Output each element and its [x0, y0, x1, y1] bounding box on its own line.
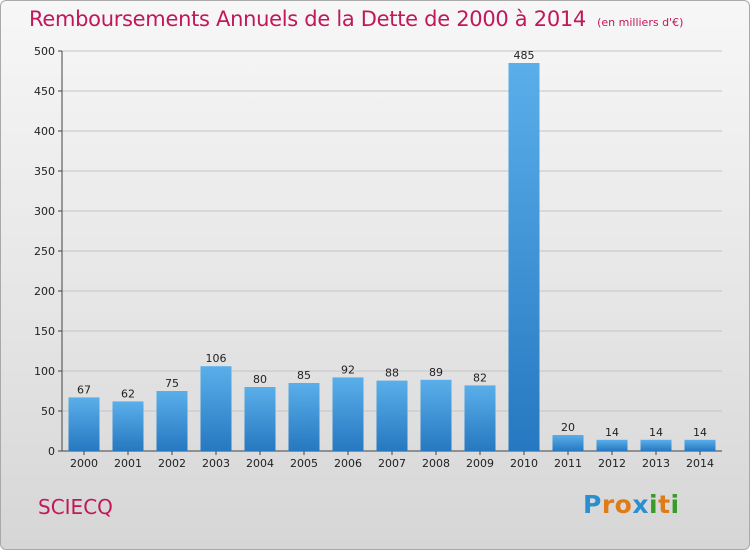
x-tick-label: 2008 — [422, 457, 450, 470]
x-tick-label: 2006 — [334, 457, 362, 470]
commune-name: SCIECQ — [38, 495, 113, 519]
bar-value-label: 89 — [429, 366, 443, 379]
bar — [332, 377, 364, 451]
x-tick-label: 2010 — [510, 457, 538, 470]
chart-title-text: Remboursements Annuels de la Dette de 20… — [29, 7, 586, 31]
bar — [68, 397, 100, 451]
bar — [508, 63, 540, 451]
y-tick-label: 350 — [34, 165, 55, 178]
x-tick-label: 2011 — [554, 457, 582, 470]
y-tick-label: 50 — [41, 405, 55, 418]
y-tick-label: 250 — [34, 245, 55, 258]
x-tick-label: 2009 — [466, 457, 494, 470]
x-tick-label: 2005 — [290, 457, 318, 470]
x-tick-label: 2012 — [598, 457, 626, 470]
bar-value-label: 92 — [341, 363, 355, 376]
x-tick-label: 2013 — [642, 457, 670, 470]
proxiti-logo: Proxiti — [583, 490, 680, 519]
bar-value-label: 85 — [297, 369, 311, 382]
bar-value-label: 14 — [649, 426, 663, 439]
x-tick-label: 2002 — [158, 457, 186, 470]
logo-letter: o — [614, 490, 633, 519]
y-tick-label: 0 — [48, 445, 55, 458]
bar — [464, 385, 496, 451]
y-tick-label: 100 — [34, 365, 55, 378]
y-tick-label: 450 — [34, 85, 55, 98]
chart-subtitle: (en milliers d'€) — [597, 16, 684, 29]
y-tick-label: 300 — [34, 205, 55, 218]
x-tick-label: 2001 — [114, 457, 142, 470]
bar-value-label: 88 — [385, 367, 399, 380]
bar — [596, 439, 628, 451]
x-tick-label: 2000 — [70, 457, 98, 470]
bar — [376, 380, 408, 451]
bar-value-label: 82 — [473, 371, 487, 384]
y-tick-label: 400 — [34, 125, 55, 138]
y-tick-label: 150 — [34, 325, 55, 338]
bar — [244, 387, 276, 451]
x-tick-label: 2007 — [378, 457, 406, 470]
logo-letter: x — [632, 490, 649, 519]
bar — [684, 439, 716, 451]
x-tick-label: 2004 — [246, 457, 274, 470]
bar-value-label: 20 — [561, 421, 575, 434]
logo-letter: P — [583, 490, 602, 519]
bar-value-label: 67 — [77, 383, 91, 396]
logo-letter: r — [601, 490, 615, 519]
logo-letter: i — [670, 490, 680, 519]
bar — [200, 366, 232, 451]
bar-value-label: 14 — [605, 426, 619, 439]
bar-value-label: 80 — [253, 373, 267, 386]
y-tick-label: 500 — [34, 45, 55, 58]
bar — [420, 379, 452, 451]
bar-value-label: 14 — [693, 426, 707, 439]
x-tick-label: 2003 — [202, 457, 230, 470]
logo-letter: t — [658, 490, 671, 519]
bar-value-label: 62 — [121, 387, 135, 400]
bar — [640, 439, 672, 451]
x-tick-label: 2014 — [686, 457, 714, 470]
bar — [156, 391, 188, 451]
bar-value-label: 485 — [514, 49, 535, 62]
chart-title: Remboursements Annuels de la Dette de 20… — [29, 7, 683, 31]
bar — [552, 435, 584, 451]
bar-value-label: 106 — [206, 352, 227, 365]
bar — [112, 401, 144, 451]
bar — [288, 383, 320, 451]
logo-letter: i — [649, 490, 659, 519]
y-tick-label: 200 — [34, 285, 55, 298]
bar-value-label: 75 — [165, 377, 179, 390]
